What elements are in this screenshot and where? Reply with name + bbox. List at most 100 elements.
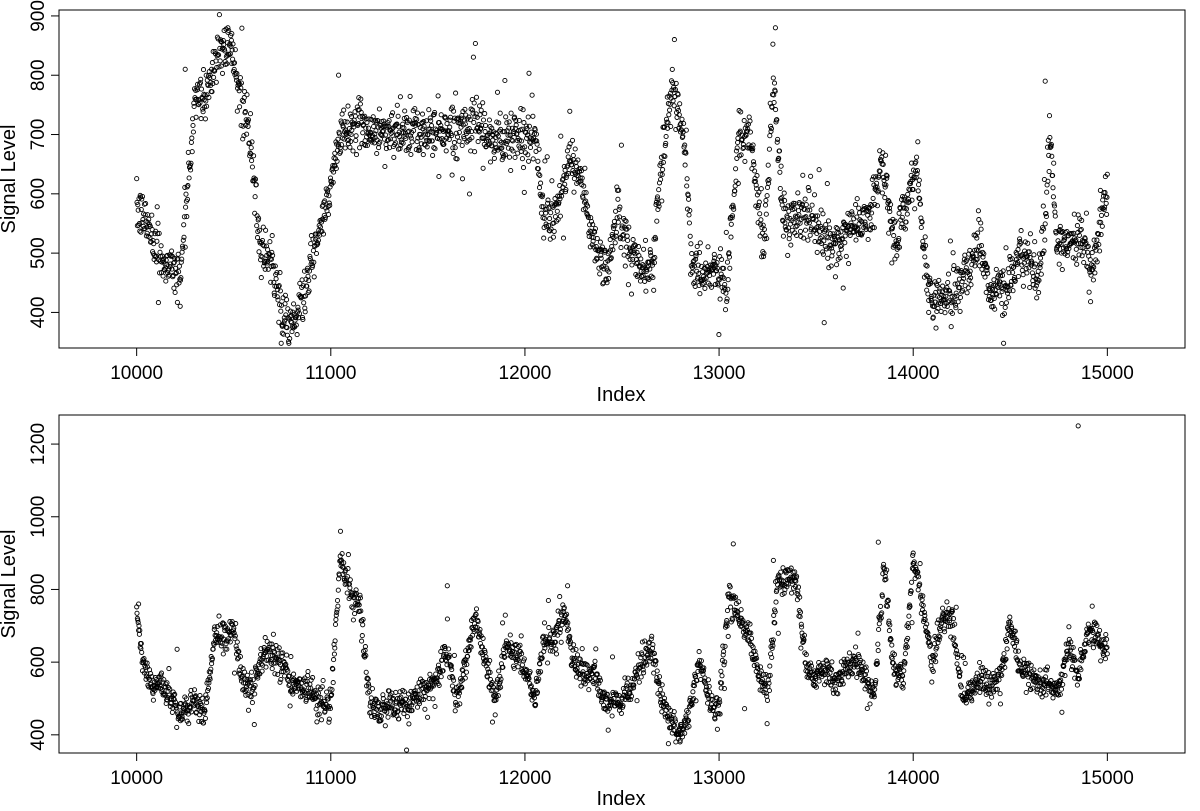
top-data-point <box>597 271 603 277</box>
bottom-data-point <box>416 701 422 707</box>
bottom-data-point <box>164 680 170 686</box>
bottom-data-point <box>604 691 610 697</box>
bottom-data-point <box>663 701 669 707</box>
bottom-data-point <box>1023 689 1029 696</box>
bottom-data-point <box>628 696 634 703</box>
top-data-point <box>530 113 536 119</box>
top-data-point <box>1036 290 1042 296</box>
bottom-data-point <box>203 696 209 702</box>
top-data-point <box>630 237 636 243</box>
bottom-data-point <box>716 696 722 703</box>
top-data-point <box>188 160 194 166</box>
top-data-point <box>598 255 604 261</box>
bottom-data-point <box>641 661 647 667</box>
bottom-data-point <box>766 680 772 686</box>
bottom-data-point <box>139 649 145 655</box>
top-data-point <box>525 114 531 120</box>
top-data-point <box>302 309 308 315</box>
bottom-data-point <box>900 681 906 687</box>
top-data-point <box>184 196 191 202</box>
top-data-point <box>658 176 664 183</box>
top-data-point <box>160 256 167 262</box>
top-data-point <box>512 114 518 120</box>
top-data-point <box>524 132 530 138</box>
bottom-data-point <box>727 584 733 590</box>
top-data-point <box>696 250 703 256</box>
top-data-point <box>722 281 728 288</box>
top-data-point <box>550 234 556 240</box>
top-data-point <box>198 116 204 122</box>
top-data-point <box>654 194 661 200</box>
top-data-point <box>383 142 389 148</box>
top-data-point <box>840 285 846 291</box>
top-data-point <box>181 214 187 220</box>
bottom-data-point <box>800 639 806 645</box>
top-data-point <box>687 233 693 239</box>
bottom-data-point <box>179 716 186 722</box>
top-data-point <box>627 256 633 262</box>
top-data-point <box>1050 194 1056 200</box>
top-data-point <box>683 150 689 156</box>
bottom-data-point <box>733 594 739 600</box>
top-data-point <box>674 114 680 120</box>
bottom-data-point <box>345 566 351 572</box>
top-data-point <box>795 190 801 196</box>
bottom-data-point <box>564 611 570 617</box>
bottom-data-point <box>614 693 620 699</box>
bottom-data-point <box>457 701 463 707</box>
bottom-data-point <box>979 676 985 682</box>
top-data-point <box>979 266 985 272</box>
top-data-point <box>202 116 208 122</box>
top-data-point <box>341 107 347 113</box>
bottom-data-point <box>889 655 895 662</box>
top-data-point <box>772 88 778 94</box>
top-data-point <box>1024 270 1030 276</box>
bottom-data-point <box>197 692 203 699</box>
top-data-point <box>953 290 959 296</box>
top-data-point <box>876 173 882 179</box>
top-data-point <box>917 201 924 207</box>
top-data-point <box>728 221 734 227</box>
bottom-data-point <box>519 651 525 657</box>
top-data-point <box>444 121 450 127</box>
bottom-data-point <box>977 689 983 695</box>
bottom-data-point <box>838 659 844 665</box>
bottom-data-point <box>630 685 637 691</box>
top-data-point <box>1043 213 1049 220</box>
bottom-data-point <box>216 613 222 619</box>
top-data-point <box>421 119 427 125</box>
bottom-data-point <box>878 615 884 621</box>
bottom-data-point <box>578 683 584 689</box>
top-data-point <box>480 165 486 171</box>
top-data-point <box>200 109 206 115</box>
top-data-point <box>688 241 694 247</box>
top-data-point <box>923 262 929 268</box>
bottom-data-point <box>149 674 155 680</box>
bottom-data-point <box>267 641 273 647</box>
top-data-point <box>425 132 431 138</box>
top-data-point <box>420 152 426 158</box>
top-data-point <box>320 231 327 237</box>
top-data-point <box>452 145 458 151</box>
bottom-data-point <box>158 670 165 676</box>
top-data-point <box>812 238 818 245</box>
top-data-point <box>234 71 240 77</box>
top-data-point <box>1001 340 1007 346</box>
top-data-point <box>1104 171 1110 177</box>
bottom-data-point <box>137 627 143 633</box>
top-data-point <box>207 72 213 78</box>
top-data-point <box>215 36 221 42</box>
bottom-data-point <box>401 711 407 717</box>
top-data-point <box>807 232 813 238</box>
bottom-data-point <box>171 697 177 703</box>
top-data-point <box>447 114 454 120</box>
top-data-point <box>625 237 631 244</box>
bottom-data-point <box>278 676 284 683</box>
bottom-data-point <box>853 644 859 650</box>
top-data-point <box>262 266 268 272</box>
bottom-data-point <box>403 696 409 702</box>
bottom-data-point <box>698 658 704 664</box>
bottom-data-point <box>248 694 254 700</box>
top-data-point <box>597 239 603 245</box>
top-data-point <box>594 235 600 242</box>
